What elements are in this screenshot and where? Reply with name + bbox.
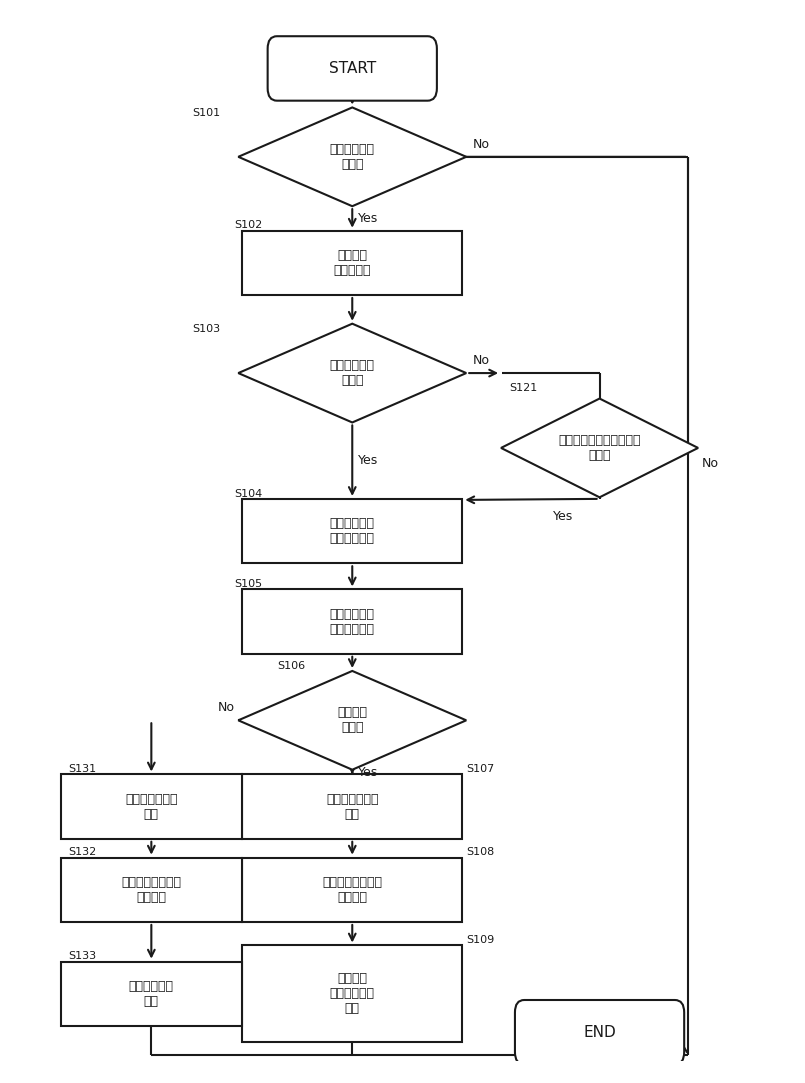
FancyBboxPatch shape xyxy=(242,231,462,295)
Text: Yes: Yes xyxy=(358,766,378,779)
Text: Yes: Yes xyxy=(358,212,378,225)
Text: No: No xyxy=(217,702,234,715)
Text: No: No xyxy=(473,354,489,367)
FancyBboxPatch shape xyxy=(242,499,462,563)
Text: 負電圧の発生
あり？: 負電圧の発生 あり？ xyxy=(330,360,375,387)
Text: START: START xyxy=(328,61,376,76)
Text: ダイアグ情報
記録: ダイアグ情報 記録 xyxy=(129,980,174,1008)
Text: 凍結発生
あり？: 凍結発生 あり？ xyxy=(337,706,367,734)
Polygon shape xyxy=(501,399,698,497)
FancyBboxPatch shape xyxy=(60,774,242,839)
Text: No: No xyxy=(702,457,719,470)
FancyBboxPatch shape xyxy=(242,589,462,654)
Text: S105: S105 xyxy=(234,579,262,589)
Text: END: END xyxy=(583,1025,616,1040)
Text: イグニッションスイッチ
オフ？: イグニッションスイッチ オフ？ xyxy=(559,434,641,462)
Text: Yes: Yes xyxy=(358,454,378,467)
Text: 燃料電池システム
発電停止: 燃料電池システム 発電停止 xyxy=(322,876,382,904)
FancyBboxPatch shape xyxy=(60,962,242,1026)
Text: 凍結発生の旨を
報知: 凍結発生の旨を 報知 xyxy=(326,793,378,821)
Polygon shape xyxy=(238,107,466,206)
FancyBboxPatch shape xyxy=(242,774,462,839)
Text: 水素ポンプの
凍結判定処理: 水素ポンプの 凍結判定処理 xyxy=(330,517,375,545)
Text: S108: S108 xyxy=(466,847,494,858)
Text: 燃料電池システム
発電停止: 燃料電池システム 発電停止 xyxy=(122,876,181,904)
Text: 故障発生の旨を
報知: 故障発生の旨を 報知 xyxy=(125,793,178,821)
FancyBboxPatch shape xyxy=(242,945,462,1042)
Text: S103: S103 xyxy=(192,324,220,334)
Text: S102: S102 xyxy=(234,221,262,231)
Text: 排気排水弁の
凍結判定処理: 排気排水弁の 凍結判定処理 xyxy=(330,608,375,636)
Polygon shape xyxy=(238,324,466,422)
Text: S104: S104 xyxy=(234,488,262,498)
Text: Yes: Yes xyxy=(553,509,573,522)
FancyBboxPatch shape xyxy=(60,858,242,922)
Polygon shape xyxy=(238,671,466,770)
Text: 流量増大
電流値制限: 流量増大 電流値制限 xyxy=(333,249,371,277)
Text: S121: S121 xyxy=(509,383,537,393)
FancyBboxPatch shape xyxy=(242,858,462,922)
Text: S101: S101 xyxy=(192,107,220,118)
Text: 車両情報
凍結推定原因
記録: 車両情報 凍結推定原因 記録 xyxy=(330,973,375,1015)
FancyBboxPatch shape xyxy=(515,1000,684,1065)
Text: S107: S107 xyxy=(466,765,494,774)
Text: S106: S106 xyxy=(277,661,305,670)
Text: S132: S132 xyxy=(68,847,97,858)
Text: S133: S133 xyxy=(68,951,97,962)
Text: S109: S109 xyxy=(466,936,494,945)
Text: S131: S131 xyxy=(68,765,97,774)
FancyBboxPatch shape xyxy=(267,36,437,101)
Text: 負電圧の発生
あり？: 負電圧の発生 あり？ xyxy=(330,143,375,171)
Text: No: No xyxy=(473,138,489,151)
